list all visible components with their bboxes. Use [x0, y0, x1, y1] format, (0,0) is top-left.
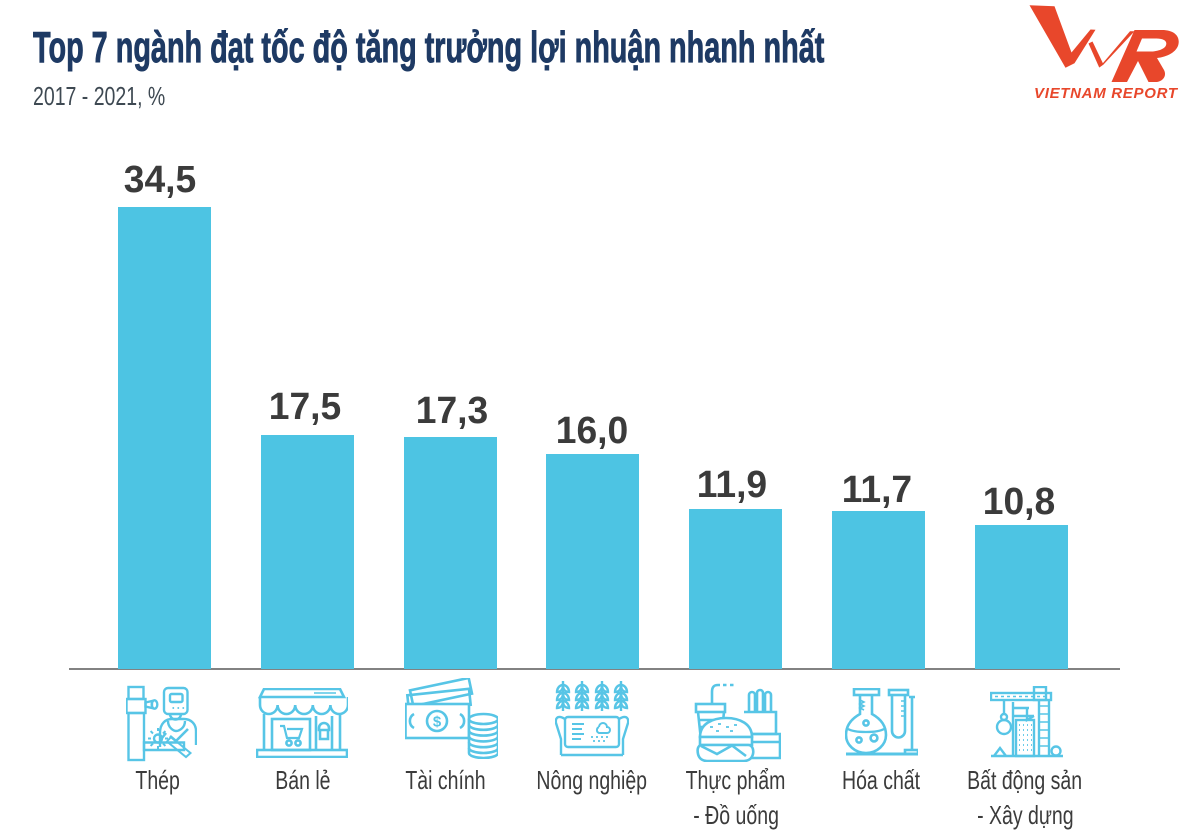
svg-text:$: $: [433, 714, 442, 731]
svg-text:VIETNAM REPORT: VIETNAM REPORT: [1034, 85, 1179, 102]
